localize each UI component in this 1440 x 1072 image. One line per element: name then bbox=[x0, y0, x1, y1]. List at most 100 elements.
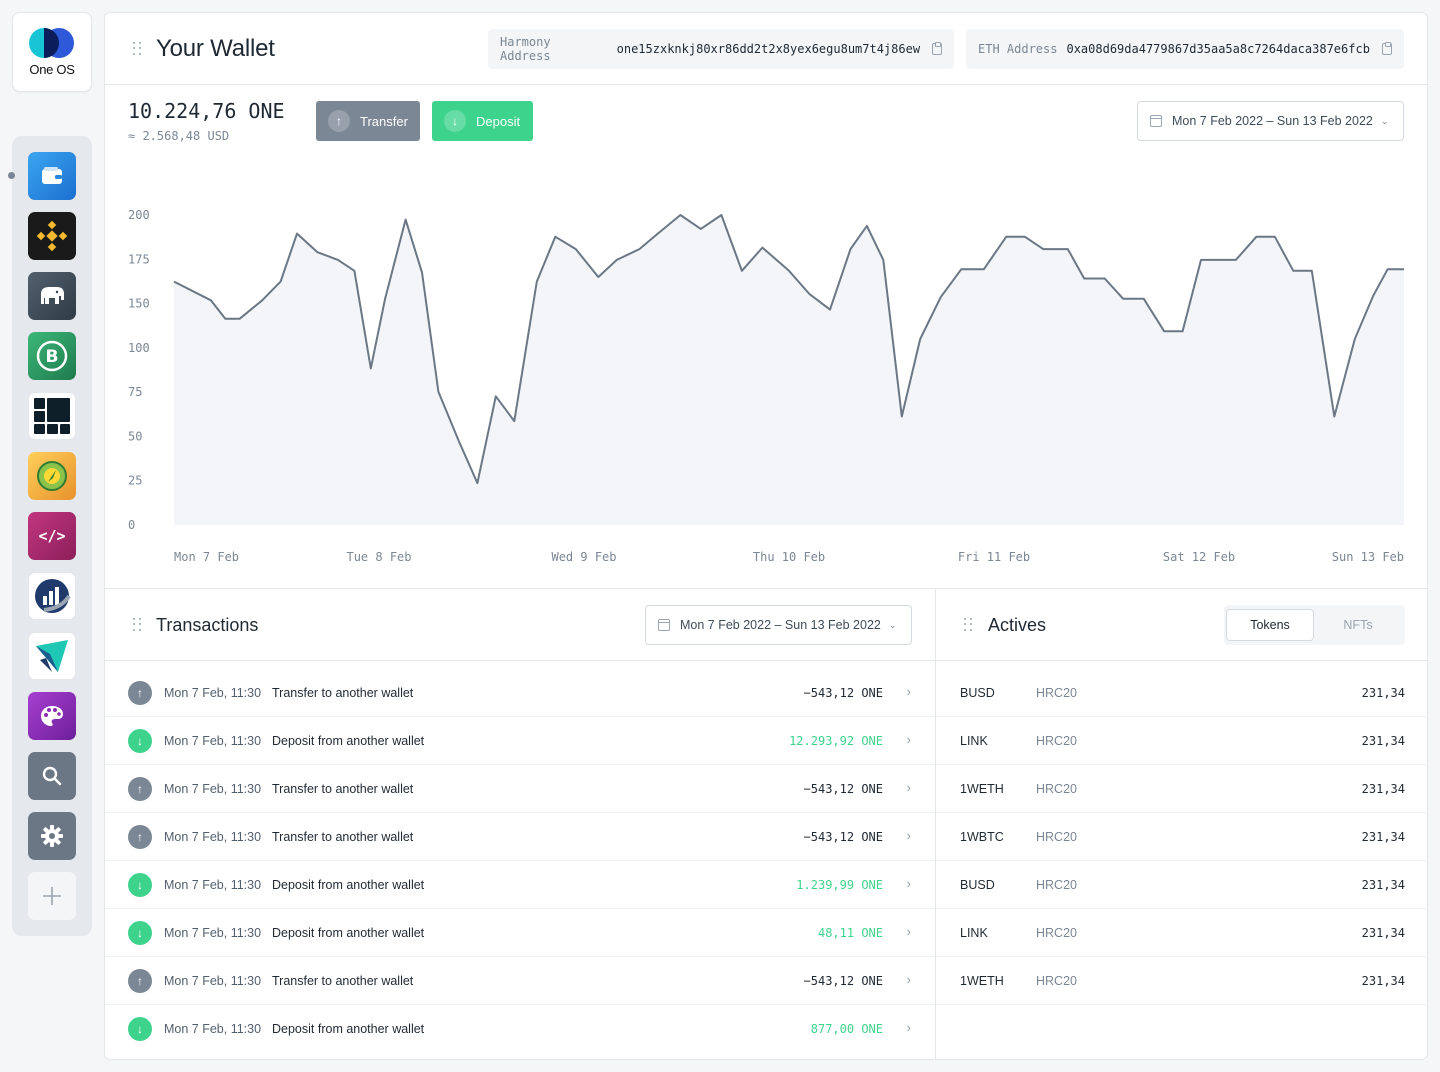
x-tick-label: Tue 8 Feb bbox=[346, 550, 411, 564]
arrow-down-icon: ↓ bbox=[128, 921, 152, 945]
transaction-amount: −543,12 ONE bbox=[803, 686, 883, 700]
x-tick-label: Fri 11 Feb bbox=[958, 550, 1030, 564]
active-token-row[interactable]: 1WBTC HRC20 231,34 bbox=[936, 813, 1427, 861]
binance-icon[interactable] bbox=[28, 212, 76, 260]
chevron-right-icon[interactable]: › bbox=[906, 972, 911, 987]
bitcoin-cash-icon[interactable]: B bbox=[28, 332, 76, 380]
tab-nfts[interactable]: NFTs bbox=[1343, 618, 1373, 632]
wallet-header: Your Wallet Harmony Address one15zxknkj8… bbox=[105, 13, 1427, 85]
transactions-date-range-picker[interactable]: Mon 7 Feb 2022 – Sun 13 Feb 2022 ⌄ bbox=[645, 605, 912, 645]
transaction-date: Mon 7 Feb, 11:30 bbox=[164, 782, 262, 796]
tab-tokens[interactable]: Tokens bbox=[1226, 609, 1314, 641]
y-tick-label: 75 bbox=[128, 385, 142, 399]
one-os-logo[interactable]: One OS bbox=[12, 12, 92, 92]
transaction-date: Mon 7 Feb, 11:30 bbox=[164, 1022, 262, 1036]
drag-handle-icon[interactable] bbox=[133, 618, 141, 632]
chevron-right-icon[interactable]: › bbox=[906, 924, 911, 939]
active-token-row[interactable]: LINK HRC20 231,34 bbox=[936, 909, 1427, 957]
active-token-row[interactable]: 1WETH HRC20 231,34 bbox=[936, 957, 1427, 1005]
active-token-row[interactable]: 1WETH HRC20 231,34 bbox=[936, 765, 1427, 813]
transaction-amount: 48,11 ONE bbox=[817, 926, 883, 940]
elephant-icon[interactable] bbox=[28, 272, 76, 320]
transaction-description: Transfer to another wallet bbox=[272, 830, 414, 844]
chevron-right-icon[interactable]: › bbox=[906, 684, 911, 699]
add-app-plus-icon[interactable] bbox=[28, 872, 76, 920]
arrow-up-icon: ↑ bbox=[128, 777, 152, 801]
gear-icon[interactable] bbox=[28, 812, 76, 860]
harmony-address-value[interactable]: one15zxknkj80xr86dd2t2x8yex6egu8um7t4j86… bbox=[616, 42, 921, 56]
compass-icon[interactable] bbox=[28, 452, 76, 500]
balance-area-fill bbox=[174, 215, 1404, 525]
token-balance: 231,34 bbox=[1361, 974, 1405, 988]
transaction-row[interactable]: ↓ Mon 7 Feb, 11:30 Deposit from another … bbox=[105, 909, 935, 957]
token-balance: 231,34 bbox=[1361, 878, 1405, 892]
y-tick-label: 100 bbox=[128, 341, 150, 355]
token-standard: HRC20 bbox=[1036, 734, 1077, 748]
active-token-row[interactable]: BUSD HRC20 231,34 bbox=[936, 669, 1427, 717]
blocks-icon[interactable] bbox=[28, 392, 76, 440]
wallet-panel: Your Wallet Harmony Address one15zxknkj8… bbox=[104, 12, 1428, 1060]
chevron-right-icon[interactable]: › bbox=[906, 732, 911, 747]
transaction-row[interactable]: ↓ Mon 7 Feb, 11:30 Deposit from another … bbox=[105, 861, 935, 909]
token-symbol: 1WETH bbox=[960, 782, 1004, 796]
y-tick-label: 50 bbox=[128, 429, 142, 443]
analytics-icon[interactable] bbox=[28, 572, 76, 620]
active-app-indicator bbox=[8, 172, 15, 179]
palette-icon[interactable] bbox=[28, 692, 76, 740]
transaction-description: Deposit from another wallet bbox=[272, 734, 425, 748]
transaction-row[interactable]: ↓ Mon 7 Feb, 11:30 Deposit from another … bbox=[105, 717, 935, 765]
transfer-button[interactable]: ↑ Transfer bbox=[316, 101, 420, 141]
arrow-down-icon: ↓ bbox=[128, 873, 152, 897]
transaction-date: Mon 7 Feb, 11:30 bbox=[164, 734, 262, 748]
divider bbox=[935, 588, 936, 1059]
logo-text: One OS bbox=[29, 61, 75, 77]
eth-address-box: ETH Address 0xa08d69da4779867d35aa5a8c72… bbox=[966, 29, 1404, 69]
search-icon[interactable] bbox=[28, 752, 76, 800]
transaction-row[interactable]: ↑ Mon 7 Feb, 11:30 Transfer to another w… bbox=[105, 813, 935, 861]
chevron-right-icon[interactable]: › bbox=[906, 1020, 911, 1035]
token-balance: 231,34 bbox=[1361, 926, 1405, 940]
wallet-app-icon[interactable] bbox=[28, 152, 76, 200]
transaction-description: Transfer to another wallet bbox=[272, 782, 414, 796]
transaction-row[interactable]: ↑ Mon 7 Feb, 11:30 Transfer to another w… bbox=[105, 765, 935, 813]
chevron-down-icon: ⌄ bbox=[1380, 115, 1389, 126]
chevron-right-icon[interactable]: › bbox=[906, 828, 911, 843]
deposit-button[interactable]: ↓ Deposit bbox=[432, 101, 533, 141]
token-standard: HRC20 bbox=[1036, 686, 1077, 700]
active-token-row[interactable]: BUSD HRC20 231,34 bbox=[936, 861, 1427, 909]
token-symbol: LINK bbox=[960, 734, 988, 748]
transaction-row[interactable]: ↓ Mon 7 Feb, 11:30 Deposit from another … bbox=[105, 1005, 935, 1053]
token-standard: HRC20 bbox=[1036, 974, 1077, 988]
arrow-down-icon: ↓ bbox=[444, 110, 466, 132]
chevron-right-icon[interactable]: › bbox=[906, 876, 911, 891]
arrow-up-icon: ↑ bbox=[128, 969, 152, 993]
copy-icon[interactable] bbox=[932, 42, 942, 55]
transaction-description: Deposit from another wallet bbox=[272, 1022, 425, 1036]
svg-text:B: B bbox=[46, 347, 59, 367]
transaction-amount: 1.239,99 ONE bbox=[796, 878, 883, 892]
viper-icon[interactable] bbox=[28, 632, 76, 680]
divider bbox=[105, 588, 1427, 589]
transaction-row[interactable]: ↑ Mon 7 Feb, 11:30 Transfer to another w… bbox=[105, 957, 935, 1005]
x-tick-label: Thu 10 Feb bbox=[753, 550, 825, 564]
transaction-date: Mon 7 Feb, 11:30 bbox=[164, 926, 262, 940]
drag-handle-icon[interactable] bbox=[133, 42, 141, 56]
transactions-date-range-label: Mon 7 Feb 2022 – Sun 13 Feb 2022 bbox=[680, 618, 881, 632]
x-tick-label: Mon 7 Feb bbox=[174, 550, 239, 564]
x-tick-label: Wed 9 Feb bbox=[551, 550, 616, 564]
active-token-row[interactable]: LINK HRC20 231,34 bbox=[936, 717, 1427, 765]
transaction-row[interactable]: ↑ Mon 7 Feb, 11:30 Transfer to another w… bbox=[105, 669, 935, 717]
code-icon[interactable]: </> bbox=[28, 512, 76, 560]
y-tick-label: 0 bbox=[128, 518, 135, 532]
chevron-right-icon[interactable]: › bbox=[906, 780, 911, 795]
eth-address-value[interactable]: 0xa08d69da4779867d35aa5a8c7264daca387e6f… bbox=[1066, 42, 1370, 56]
copy-icon[interactable] bbox=[1381, 42, 1392, 55]
token-symbol: 1WBTC bbox=[960, 830, 1004, 844]
arrow-down-icon: ↓ bbox=[128, 729, 152, 753]
token-balance: 231,34 bbox=[1361, 686, 1405, 700]
chart-date-range-picker[interactable]: Mon 7 Feb 2022 – Sun 13 Feb 2022 ⌄ bbox=[1137, 101, 1404, 141]
x-tick-label: Sat 12 Feb bbox=[1163, 550, 1235, 564]
drag-handle-icon[interactable] bbox=[964, 618, 972, 632]
token-balance: 231,34 bbox=[1361, 830, 1405, 844]
arrow-up-icon: ↑ bbox=[128, 681, 152, 705]
